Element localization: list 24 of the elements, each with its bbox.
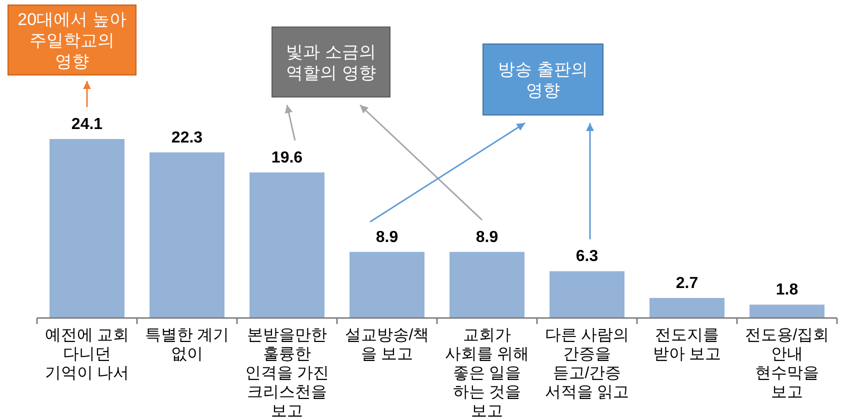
x-tick-label: 전도지를 받아 보고 [652,327,722,363]
data-label: 8.9 [376,228,398,246]
x-tick-label: 예전에 교회 다니던 기억이 나서 [44,327,130,382]
bar [250,172,324,318]
data-label: 22.3 [171,129,203,146]
data-label: 19.6 [271,149,303,166]
bar [550,271,624,318]
x-tick-label: 설교방송/책을 보고 [344,327,430,363]
data-label: 8.9 [476,228,498,246]
data-label: 6.3 [576,248,598,266]
data-label: 1.8 [776,282,798,299]
bar [650,298,724,318]
bar [150,152,224,318]
bar [50,139,124,318]
bar [350,252,424,318]
x-tick-label: 전도용/집회 안내 현수막을 보고 [744,327,830,401]
x-tick-label: 교회가 사회를 위해 좋은 일을 하는 것을 보고 [444,327,530,417]
x-tick-label: 본받을만한 훌륭한 인격을 가진 크리스천을 보고 [244,327,330,417]
bar [450,252,524,318]
data-label: 2.7 [676,274,698,292]
x-tick-label: 다른 사람의 간증을 듣고/간증 서적을 읽고 [544,327,630,401]
data-label: 24.1 [71,116,103,133]
x-tick-label: 특별한 계기 없이 [144,327,230,363]
bar [750,304,824,318]
